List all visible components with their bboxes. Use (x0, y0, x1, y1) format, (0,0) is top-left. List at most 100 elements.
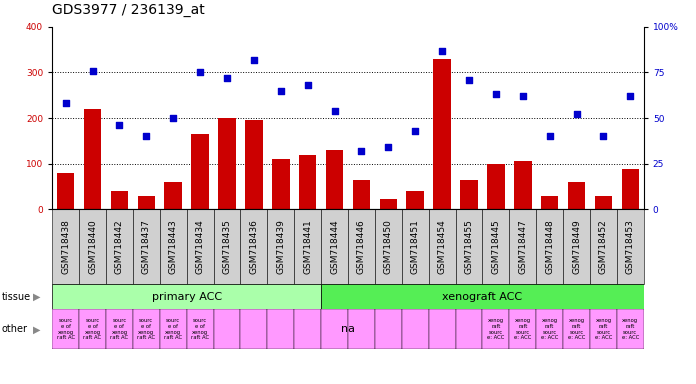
FancyBboxPatch shape (590, 209, 617, 284)
Point (329, 108, 340, 114)
Bar (434, 59, 451, 209)
FancyBboxPatch shape (52, 284, 321, 309)
Bar (272, 159, 290, 209)
Text: xenog
raft
sourc
e: ACC: xenog raft sourc e: ACC (595, 318, 612, 341)
Text: sourc
e of
xenog
raft AC: sourc e of xenog raft AC (56, 318, 74, 341)
FancyBboxPatch shape (590, 309, 617, 349)
Text: GSM718437: GSM718437 (142, 219, 151, 274)
FancyBboxPatch shape (160, 309, 187, 349)
Text: sourc
e of
xenog
raft AC: sourc e of xenog raft AC (164, 318, 182, 341)
Bar (164, 182, 182, 209)
Bar (594, 195, 612, 209)
FancyBboxPatch shape (52, 209, 79, 284)
Text: GSM718438: GSM718438 (61, 219, 70, 274)
Point (221, 75, 232, 81)
FancyBboxPatch shape (52, 309, 79, 349)
Text: GSM718439: GSM718439 (276, 219, 285, 274)
Point (598, 133, 609, 139)
FancyBboxPatch shape (617, 209, 644, 284)
Bar (406, 191, 424, 209)
FancyBboxPatch shape (160, 209, 187, 284)
FancyBboxPatch shape (456, 209, 482, 284)
FancyBboxPatch shape (106, 209, 133, 284)
Bar (353, 180, 370, 209)
FancyBboxPatch shape (563, 309, 590, 349)
FancyBboxPatch shape (482, 309, 509, 349)
Point (87, 68, 98, 74)
Text: GSM718449: GSM718449 (572, 219, 581, 274)
FancyBboxPatch shape (348, 209, 375, 284)
Text: sourc
e of
xenog
raft AC: sourc e of xenog raft AC (84, 318, 102, 341)
Point (356, 148, 367, 154)
FancyBboxPatch shape (321, 309, 348, 349)
Point (248, 56, 260, 63)
FancyBboxPatch shape (375, 309, 402, 349)
Text: GSM718434: GSM718434 (196, 219, 205, 274)
Bar (191, 134, 209, 209)
FancyBboxPatch shape (509, 309, 536, 349)
Bar (622, 169, 639, 209)
Text: GSM718444: GSM718444 (330, 219, 339, 274)
FancyBboxPatch shape (402, 309, 429, 349)
Text: GSM718448: GSM718448 (545, 219, 554, 274)
Text: sourc
e of
xenog
raft AC: sourc e of xenog raft AC (111, 318, 129, 341)
FancyBboxPatch shape (482, 209, 509, 284)
FancyBboxPatch shape (348, 309, 375, 349)
FancyBboxPatch shape (187, 209, 214, 284)
FancyBboxPatch shape (133, 309, 160, 349)
Bar (138, 195, 155, 209)
Text: other: other (1, 324, 27, 334)
Bar (460, 180, 477, 209)
Text: GSM718453: GSM718453 (626, 219, 635, 274)
Text: GSM718436: GSM718436 (249, 219, 258, 274)
FancyBboxPatch shape (375, 209, 402, 284)
Text: GDS3977 / 236139_at: GDS3977 / 236139_at (52, 3, 205, 17)
FancyBboxPatch shape (536, 209, 563, 284)
Text: GSM718446: GSM718446 (357, 219, 366, 274)
FancyBboxPatch shape (321, 209, 348, 284)
FancyBboxPatch shape (79, 209, 106, 284)
FancyBboxPatch shape (106, 309, 133, 349)
FancyBboxPatch shape (240, 209, 267, 284)
FancyBboxPatch shape (429, 309, 456, 349)
Bar (568, 182, 585, 209)
Text: xenog
raft
sourc
e: ACC: xenog raft sourc e: ACC (487, 318, 505, 341)
Text: xenog
raft
sourc
e: ACC: xenog raft sourc e: ACC (568, 318, 585, 341)
Text: GSM718447: GSM718447 (519, 219, 528, 274)
FancyBboxPatch shape (214, 309, 240, 349)
Text: ▶: ▶ (33, 291, 41, 302)
Bar (57, 173, 74, 209)
Text: GSM718442: GSM718442 (115, 219, 124, 274)
Text: na: na (341, 324, 355, 334)
Bar (84, 109, 102, 209)
FancyBboxPatch shape (402, 209, 429, 284)
Bar (514, 161, 532, 209)
Point (383, 144, 394, 151)
Text: GSM718441: GSM718441 (303, 219, 313, 274)
FancyBboxPatch shape (456, 309, 482, 349)
Text: GSM718452: GSM718452 (599, 219, 608, 274)
Text: GSM718445: GSM718445 (491, 219, 500, 274)
Point (436, 48, 448, 54)
Text: GSM718440: GSM718440 (88, 219, 97, 274)
FancyBboxPatch shape (429, 209, 456, 284)
Point (464, 77, 475, 83)
Bar (299, 155, 317, 209)
Bar (326, 150, 343, 209)
Point (168, 115, 179, 121)
Point (410, 128, 421, 134)
Text: GSM718451: GSM718451 (411, 219, 420, 274)
Bar (541, 195, 558, 209)
Point (194, 70, 205, 76)
Point (302, 82, 313, 88)
FancyBboxPatch shape (240, 309, 267, 349)
Point (571, 111, 582, 118)
FancyBboxPatch shape (536, 309, 563, 349)
Text: GSM718455: GSM718455 (464, 219, 473, 274)
Text: sourc
e of
xenog
raft AC: sourc e of xenog raft AC (137, 318, 155, 341)
Point (544, 133, 555, 139)
FancyBboxPatch shape (617, 309, 644, 349)
FancyBboxPatch shape (267, 309, 294, 349)
Bar (245, 120, 262, 209)
Point (141, 133, 152, 139)
